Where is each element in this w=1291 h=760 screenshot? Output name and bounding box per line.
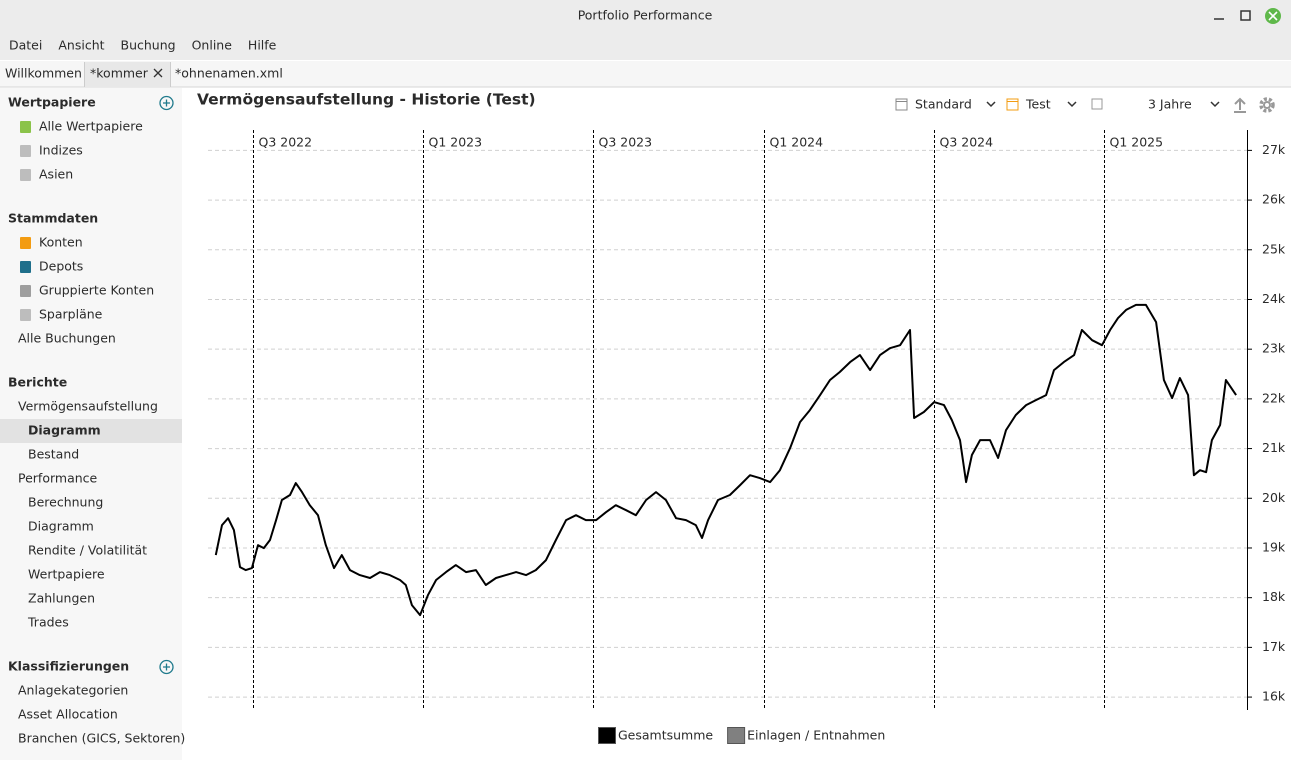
- nav-item[interactable]: Diagramm: [28, 423, 101, 438]
- section-title: Klassifizierungen: [8, 659, 129, 674]
- section-title: Berichte: [8, 375, 67, 390]
- filter-icon: [1006, 98, 1019, 111]
- tab[interactable]: Willkommen: [5, 66, 82, 81]
- item-icon: [20, 261, 31, 273]
- item-icon: [20, 145, 31, 157]
- menu-bar: [0, 32, 1291, 60]
- nav-item[interactable]: Anlagekategorien: [18, 683, 128, 698]
- title-bar: [0, 0, 1291, 32]
- y-tick-label: 18k: [1262, 589, 1286, 604]
- nav-item[interactable]: Rendite / Volatilität: [28, 543, 147, 558]
- section-title: Wertpapiere: [8, 95, 96, 110]
- add-security[interactable]: [159, 95, 174, 111]
- nav-item[interactable]: Branchen (GICS, Sektoren): [18, 731, 185, 746]
- x-tick-label: Q3 2023: [599, 135, 653, 150]
- add-classification[interactable]: [159, 659, 174, 675]
- y-tick-label: 20k: [1262, 490, 1286, 505]
- nav-item[interactable]: Gruppierte Konten: [39, 283, 154, 298]
- x-tick-label: Q3 2024: [940, 135, 994, 150]
- nav-item[interactable]: Alle Buchungen: [18, 331, 116, 346]
- nav-item[interactable]: Vermögensaufstellung: [18, 399, 158, 414]
- item-icon: [20, 309, 31, 321]
- nav-item[interactable]: Performance: [18, 471, 98, 486]
- x-tick-label: Q1 2025: [1110, 135, 1164, 150]
- y-tick-label: 27k: [1262, 142, 1286, 157]
- x-tick-label: Q1 2024: [770, 135, 824, 150]
- period-dropdown[interactable]: 3 Jahre: [1148, 97, 1192, 112]
- menu-item[interactable]: Ansicht: [58, 38, 104, 53]
- x-tick-label: Q1 2023: [429, 135, 483, 150]
- nav-item[interactable]: Diagramm: [28, 519, 94, 534]
- nav-item[interactable]: Depots: [39, 259, 83, 274]
- y-tick-label: 22k: [1262, 390, 1286, 405]
- y-tick-label: 21k: [1262, 440, 1286, 455]
- y-tick-label: 24k: [1262, 291, 1286, 306]
- y-tick-label: 19k: [1262, 539, 1286, 554]
- menu-item[interactable]: Buchung: [121, 38, 176, 53]
- settings-button[interactable]: [1259, 97, 1275, 113]
- chart-title: Vermögensaufstellung - Historie (Test): [197, 91, 536, 109]
- item-icon: [20, 285, 31, 297]
- view-icon: [895, 98, 908, 111]
- nav-item[interactable]: Sparpläne: [39, 307, 103, 322]
- menu-item[interactable]: Hilfe: [248, 38, 277, 53]
- nav-item[interactable]: Zahlungen: [28, 591, 95, 606]
- maximize-button[interactable]: [1240, 10, 1251, 21]
- menu-item[interactable]: Datei: [9, 38, 42, 53]
- legend-swatch: [598, 727, 616, 744]
- tab[interactable]: *ohnenamen.xml: [175, 66, 283, 81]
- upload-button[interactable]: [1234, 97, 1246, 113]
- nav-item[interactable]: Bestand: [28, 447, 79, 462]
- nav-item[interactable]: Berechnung: [28, 495, 103, 510]
- tab-close[interactable]: [153, 68, 163, 78]
- nav-item[interactable]: Alle Wertpapiere: [39, 119, 143, 134]
- y-tick-label: 16k: [1262, 689, 1286, 704]
- item-icon: [20, 237, 31, 249]
- y-tick-label: 25k: [1262, 241, 1286, 256]
- export-icon[interactable]: [1091, 98, 1103, 110]
- tab[interactable]: *kommer: [90, 66, 149, 81]
- item-icon: [20, 121, 31, 133]
- nav-item[interactable]: Konten: [39, 235, 83, 250]
- nav-item[interactable]: Asien: [39, 167, 73, 182]
- legend-label: Einlagen / Entnahmen: [747, 728, 885, 743]
- chart: 16k 17k 18k 19k 20k 21k 22k 23k 24k 25k 26k 27k Q3 2…: [208, 130, 1286, 744]
- nav-item[interactable]: Indizes: [39, 143, 83, 158]
- window-title: Portfolio Performance: [578, 8, 713, 23]
- x-tick-label: Q3 2022: [259, 135, 313, 150]
- nav-item[interactable]: Wertpapiere: [28, 567, 105, 582]
- section-title: Stammdaten: [8, 211, 98, 226]
- y-tick-label: 17k: [1262, 639, 1286, 654]
- y-tick-label: 23k: [1262, 341, 1286, 356]
- menu-item[interactable]: Online: [192, 38, 233, 53]
- nav-item[interactable]: Asset Allocation: [18, 707, 118, 722]
- nav-item[interactable]: Trades: [27, 615, 69, 630]
- selection: [0, 419, 182, 443]
- y-tick-label: 26k: [1262, 192, 1286, 207]
- item-icon: [20, 169, 31, 181]
- legend-swatch: [727, 727, 746, 744]
- view-dropdown[interactable]: Standard: [915, 97, 972, 112]
- series-line: [214, 303, 1237, 617]
- filter-dropdown[interactable]: Test: [1025, 97, 1051, 112]
- tab-bar: [0, 61, 1291, 87]
- legend-label: Gesamtsumme: [618, 728, 713, 743]
